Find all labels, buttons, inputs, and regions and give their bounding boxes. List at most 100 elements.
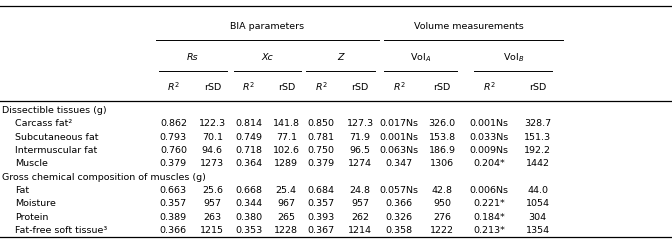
Text: Fat: Fat [15,186,29,195]
Text: 262: 262 [351,213,369,222]
Text: 151.3: 151.3 [524,133,551,142]
Text: 957: 957 [204,199,221,208]
Text: Vol$_{B}$: Vol$_{B}$ [503,51,524,63]
Text: 0.221*: 0.221* [473,199,505,208]
Text: 71.9: 71.9 [349,133,371,142]
Text: 0.814: 0.814 [235,120,262,128]
Text: 0.379: 0.379 [160,159,187,168]
Text: 0.063Ns: 0.063Ns [380,146,419,155]
Text: 326.0: 326.0 [429,120,456,128]
Text: 0.663: 0.663 [160,186,187,195]
Text: $R^2$: $R^2$ [167,81,180,93]
Text: rSD: rSD [278,83,295,92]
Text: 0.862: 0.862 [160,120,187,128]
Text: 0.326: 0.326 [386,213,413,222]
Text: 0.364: 0.364 [235,159,262,168]
Text: Subcutaneous fat: Subcutaneous fat [15,133,98,142]
Text: 0.750: 0.750 [308,146,335,155]
Text: BIA parameters: BIA parameters [230,22,304,31]
Text: 967: 967 [278,199,295,208]
Text: Muscle: Muscle [15,159,48,168]
Text: 0.379: 0.379 [308,159,335,168]
Text: 96.5: 96.5 [349,146,371,155]
Text: 276: 276 [433,213,451,222]
Text: 42.8: 42.8 [431,186,453,195]
Text: 0.366: 0.366 [160,226,187,235]
Text: 1214: 1214 [348,226,372,235]
Text: Carcass fat²: Carcass fat² [15,120,72,128]
Text: 265: 265 [278,213,295,222]
Text: 186.9: 186.9 [429,146,456,155]
Text: 0.017Ns: 0.017Ns [380,120,419,128]
Text: Z: Z [337,53,344,62]
Text: 0.358: 0.358 [386,226,413,235]
Text: Intermuscular fat: Intermuscular fat [15,146,97,155]
Text: 44.0: 44.0 [527,186,548,195]
Text: 263: 263 [204,213,221,222]
Text: 1054: 1054 [526,199,550,208]
Text: Fat-free soft tissue³: Fat-free soft tissue³ [15,226,107,235]
Text: 0.009Ns: 0.009Ns [470,146,509,155]
Text: 0.357: 0.357 [160,199,187,208]
Text: Moisture: Moisture [15,199,56,208]
Text: 77.1: 77.1 [276,133,297,142]
Text: 0.344: 0.344 [235,199,262,208]
Text: 0.033Ns: 0.033Ns [470,133,509,142]
Text: 304: 304 [529,213,546,222]
Text: 1289: 1289 [274,159,298,168]
Text: 122.3: 122.3 [199,120,226,128]
Text: 102.6: 102.6 [273,146,300,155]
Text: 0.793: 0.793 [160,133,187,142]
Text: 0.184*: 0.184* [473,213,505,222]
Text: 0.001Ns: 0.001Ns [380,133,419,142]
Text: 0.718: 0.718 [235,146,262,155]
Text: 950: 950 [433,199,451,208]
Text: $R^2$: $R^2$ [482,81,496,93]
Text: 94.6: 94.6 [202,146,223,155]
Text: $R^2$: $R^2$ [314,81,328,93]
Text: rSD: rSD [529,83,546,92]
Text: 1273: 1273 [200,159,224,168]
Text: 1274: 1274 [348,159,372,168]
Text: Vol$_{A}$: Vol$_{A}$ [410,51,431,63]
Text: Rs: Rs [187,53,199,62]
Text: $R^2$: $R^2$ [392,81,406,93]
Text: 0.366: 0.366 [386,199,413,208]
Text: 0.057Ns: 0.057Ns [380,186,419,195]
Text: rSD: rSD [351,83,369,92]
Text: 192.2: 192.2 [524,146,551,155]
Text: 1442: 1442 [526,159,550,168]
Text: 0.204*: 0.204* [473,159,505,168]
Text: 0.001Ns: 0.001Ns [470,120,509,128]
Text: 957: 957 [351,199,369,208]
Text: $R^2$: $R^2$ [242,81,255,93]
Text: 0.367: 0.367 [308,226,335,235]
Text: 0.380: 0.380 [235,213,262,222]
Text: 141.8: 141.8 [273,120,300,128]
Text: 1222: 1222 [430,226,454,235]
Text: 1215: 1215 [200,226,224,235]
Text: 127.3: 127.3 [347,120,374,128]
Text: Dissectible tissues (g): Dissectible tissues (g) [2,106,107,115]
Text: 153.8: 153.8 [429,133,456,142]
Text: 0.389: 0.389 [160,213,187,222]
Text: 0.684: 0.684 [308,186,335,195]
Text: Xc: Xc [261,53,274,62]
Text: Protein: Protein [15,213,48,222]
Text: 70.1: 70.1 [202,133,223,142]
Text: 0.749: 0.749 [235,133,262,142]
Text: 0.760: 0.760 [160,146,187,155]
Text: 1354: 1354 [526,226,550,235]
Text: 0.213*: 0.213* [473,226,505,235]
Text: Volume measurements: Volume measurements [413,22,523,31]
Text: rSD: rSD [204,83,221,92]
Text: 25.6: 25.6 [202,186,223,195]
Text: 24.8: 24.8 [349,186,371,195]
Text: rSD: rSD [433,83,451,92]
Text: 0.353: 0.353 [235,226,262,235]
Text: 0.006Ns: 0.006Ns [470,186,509,195]
Text: 0.781: 0.781 [308,133,335,142]
Text: 328.7: 328.7 [524,120,551,128]
Text: 0.850: 0.850 [308,120,335,128]
Text: 0.393: 0.393 [308,213,335,222]
